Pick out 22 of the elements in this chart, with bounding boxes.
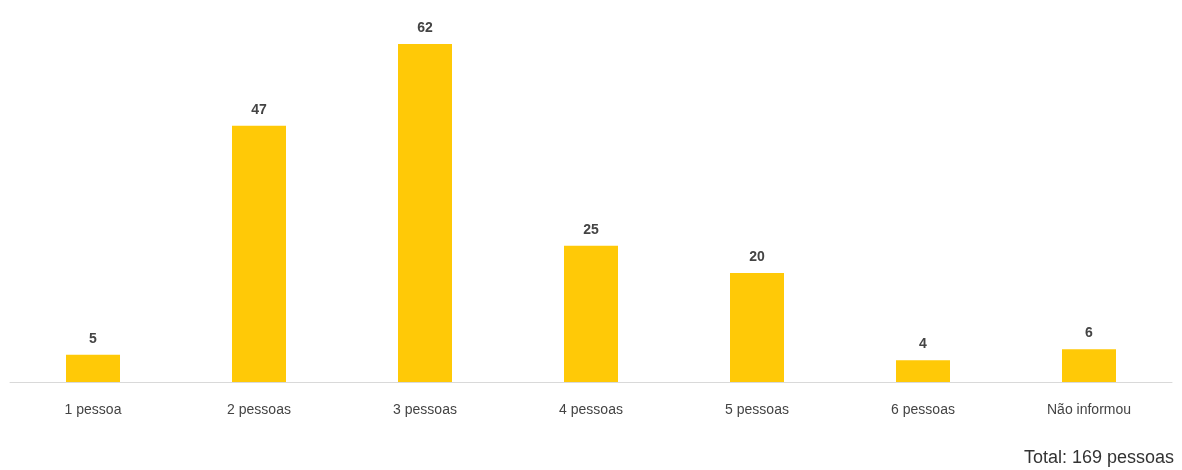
- text: Total: 169 pessoas: [1023, 447, 1175, 467]
- data-label: 47: [251, 100, 267, 117]
- data-label: 20: [749, 247, 765, 264]
- x-tick-label: 3 pessoas: [393, 401, 457, 417]
- bar: [398, 44, 452, 382]
- data-label: 6: [1085, 324, 1094, 341]
- data-label: 5: [89, 329, 98, 346]
- bar: [730, 272, 784, 382]
- bar: [232, 125, 286, 382]
- x-tick-label: 2 pessoas: [227, 401, 291, 417]
- x-tick-label: Não informou: [1046, 401, 1132, 417]
- x-tick-label: 4 pessoas: [559, 401, 623, 417]
- x-tick-label: 1 pessoa: [64, 401, 122, 417]
- data-label: 25: [583, 220, 599, 237]
- x-tick-label: 6 pessoas: [891, 401, 955, 417]
- bar: [66, 354, 120, 382]
- data-label: 62: [417, 19, 433, 35]
- bar: [1062, 349, 1116, 382]
- bar: [896, 360, 950, 382]
- data-label: 4: [919, 335, 928, 352]
- x-tick-label: 5 pessoas: [725, 401, 789, 417]
- bar: [564, 245, 618, 382]
